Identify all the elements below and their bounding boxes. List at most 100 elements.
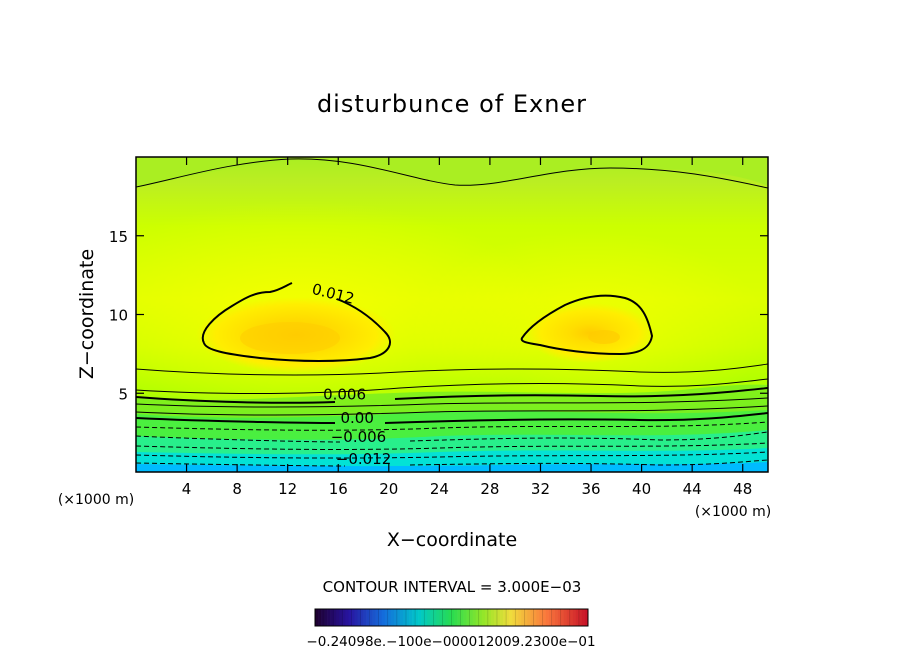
colorbar-swatch: [315, 609, 319, 626]
x-tick-label: 4: [182, 480, 192, 498]
colorbar-swatch: [427, 609, 431, 626]
colorbar-swatch: [390, 609, 395, 626]
x-axis: 4 8 12 16 20 24 28 32 36 40 44 48: [182, 157, 752, 498]
colorbar-swatch: [503, 609, 507, 626]
colorbar-swatch: [454, 609, 458, 626]
colorbar-swatch: [412, 609, 416, 626]
colorbar-swatch: [372, 609, 376, 626]
x-unit-left: (×1000 m): [58, 492, 134, 508]
contour-label: −0.006: [331, 428, 387, 446]
colorbar-swatch: [436, 609, 440, 626]
colorbar-swatch: [396, 609, 401, 626]
colorbar-swatch: [509, 609, 513, 626]
colorbar-swatch: [584, 609, 589, 626]
colorbar-swatch: [369, 609, 373, 626]
colorbar-swatch: [478, 609, 483, 626]
colorbar-swatch: [378, 609, 383, 626]
colorbar-swatch: [524, 609, 528, 626]
contour-label: 0.006: [323, 386, 366, 404]
colorbar-swatch: [333, 609, 337, 626]
colorbar-swatch: [539, 609, 543, 626]
y-axis-label: Z−coordinate: [76, 249, 98, 379]
colorbar-swatch: [318, 609, 322, 626]
colorbar-swatch: [354, 609, 358, 626]
colorbar-swatch: [533, 609, 537, 626]
y-tick-label: 5: [118, 385, 128, 403]
colorbar-swatch: [433, 609, 437, 626]
colorbar-swatch: [472, 609, 477, 626]
colorbar-swatch: [484, 609, 489, 626]
colorbar-swatch: [557, 609, 561, 626]
colorbar-swatch: [418, 609, 422, 626]
x-tick-label: 40: [632, 480, 651, 498]
colorbar-swatch: [327, 609, 331, 626]
colorbar-swatch: [560, 609, 565, 626]
plot-area: [136, 157, 768, 472]
colorbar-swatch: [578, 609, 583, 626]
x-tick-label: 48: [733, 480, 752, 498]
colorbar-swatch: [518, 609, 522, 626]
colorbar-swatch: [469, 609, 474, 626]
colorbar-swatch: [460, 609, 464, 626]
colorbar-swatch: [375, 609, 379, 626]
colorbar: [314, 609, 589, 626]
colorbar-swatch: [409, 609, 413, 626]
colorbar-swatch: [551, 609, 555, 626]
colorbar-swatch: [402, 609, 407, 626]
colorbar-swatch: [500, 609, 504, 626]
colorbar-swatch: [442, 609, 446, 626]
colorbar-swatch: [451, 609, 455, 626]
colorbar-swatch: [515, 609, 519, 626]
colorbar-swatch: [339, 609, 343, 626]
chart-title: disturbunce of Exner: [317, 90, 587, 118]
x-tick-label: 32: [531, 480, 550, 498]
y-axis: 5 10 15: [109, 228, 768, 403]
colorbar-swatch: [393, 609, 398, 626]
colorbar-swatch: [475, 609, 480, 626]
x-tick-label: 36: [581, 480, 600, 498]
colorbar-swatch: [463, 609, 467, 626]
colorbar-swatch: [357, 609, 361, 626]
colorbar-swatch: [487, 609, 492, 626]
colorbar-swatch: [381, 609, 386, 626]
colorbar-swatch: [527, 609, 531, 626]
x-tick-label: 44: [683, 480, 702, 498]
colorbar-swatch: [569, 609, 574, 626]
colorbar-swatch: [572, 609, 577, 626]
colorbar-swatch: [545, 609, 549, 626]
colorbar-swatch: [430, 609, 434, 626]
colorbar-swatch: [530, 609, 534, 626]
colorbar-swatch: [399, 609, 404, 626]
x-tick-label: 20: [379, 480, 398, 498]
x-tick-label: 8: [232, 480, 242, 498]
colorbar-swatch: [548, 609, 552, 626]
x-tick-label: 28: [480, 480, 499, 498]
colorbar-swatch: [466, 609, 470, 626]
contour-interval: CONTOUR INTERVAL = 3.000E−03: [323, 578, 582, 596]
colorbar-swatch: [421, 609, 425, 626]
x-unit-right: (×1000 m): [695, 504, 771, 520]
colorbar-swatch: [521, 609, 525, 626]
y-tick-label: 15: [109, 228, 128, 246]
x-axis-label: X−coordinate: [387, 529, 517, 551]
colorbar-swatch: [406, 609, 410, 626]
colorbar-swatch: [581, 609, 586, 626]
colorbar-swatch: [566, 609, 571, 626]
y-tick-label: 10: [109, 307, 128, 325]
colorbar-swatch: [387, 609, 392, 626]
colorbar-swatch: [330, 609, 334, 626]
colorbar-swatch: [575, 609, 580, 626]
colorbar-swatch: [360, 609, 364, 626]
x-tick-label: 12: [278, 480, 297, 498]
colorbar-swatch: [563, 609, 568, 626]
colorbar-swatch: [493, 609, 498, 626]
colorbar-swatch: [506, 609, 510, 626]
colorbar-frame: [314, 608, 589, 627]
colorbar-swatch: [415, 609, 419, 626]
colorbar-swatch: [348, 609, 352, 626]
colorbar-swatch: [363, 609, 367, 626]
colorbar-swatch: [490, 609, 495, 626]
colorbar-swatch: [445, 609, 449, 626]
colorbar-swatch: [321, 609, 325, 626]
